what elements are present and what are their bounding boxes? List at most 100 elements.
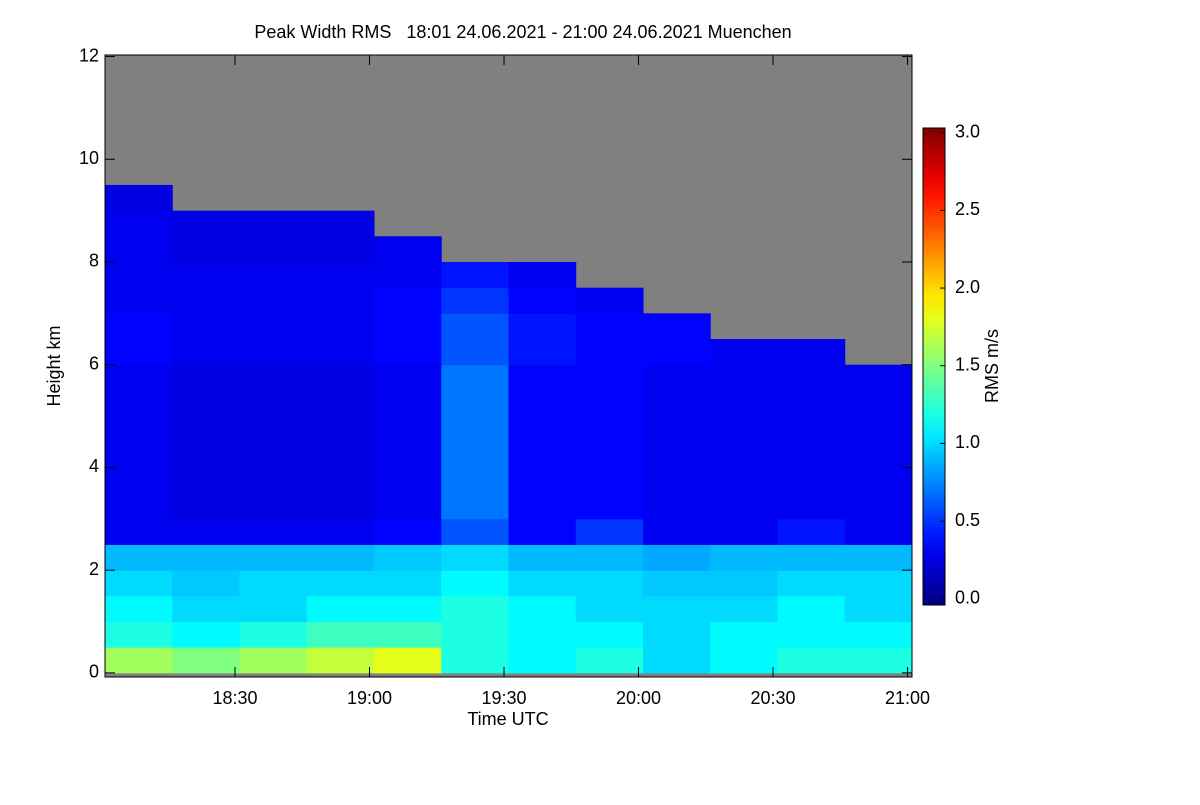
- heatmap-cell: [105, 184, 173, 212]
- heatmap-cell: [508, 544, 577, 571]
- heatmap-cell: [172, 390, 240, 417]
- heatmap-cell: [172, 261, 240, 289]
- heatmap-cell: [575, 467, 644, 494]
- heatmap-cell: [239, 467, 308, 494]
- heatmap-cell: [172, 518, 240, 545]
- colorbar: [922, 127, 946, 606]
- heatmap-cell: [374, 493, 442, 520]
- heatmap-cell: [575, 621, 644, 648]
- heatmap-cell: [374, 261, 442, 289]
- heatmap-cell: [441, 467, 509, 494]
- heatmap-cell: [441, 339, 509, 366]
- heatmap-cell: [508, 467, 577, 494]
- heatmap-cell: [844, 647, 913, 674]
- heatmap-cell: [441, 441, 509, 468]
- heatmap-cell: [508, 647, 577, 674]
- heatmap-cell: [643, 339, 711, 366]
- heatmap-cell: [844, 441, 913, 468]
- heatmap-cell: [575, 416, 644, 443]
- heatmap-cell: [710, 390, 778, 417]
- heatmap-cell: [710, 467, 778, 494]
- heatmap-cell: [172, 416, 240, 443]
- heatmap-cell: [374, 647, 442, 674]
- colorbar-label: RMS m/s: [982, 329, 1002, 403]
- heatmap-cell: [777, 647, 846, 674]
- heatmap-cell: [105, 595, 173, 623]
- heatmap-cell: [643, 467, 711, 494]
- heatmap-cell: [239, 570, 308, 597]
- heatmap-cell: [105, 390, 173, 417]
- heatmap-cell: [844, 467, 913, 494]
- heatmap-cell: [306, 313, 375, 340]
- heatmap-cell: [441, 493, 509, 520]
- heatmap-cell: [374, 313, 442, 340]
- heatmap-cell: [777, 493, 846, 520]
- heatmap-cell: [105, 544, 173, 571]
- heatmap-cell: [575, 339, 644, 366]
- heatmap-cell: [374, 441, 442, 468]
- heatmap-cell: [643, 570, 711, 597]
- heatmap-cell: [575, 287, 644, 314]
- heatmap-cell: [441, 313, 509, 340]
- heatmap-cell: [508, 416, 577, 443]
- heatmap-cell: [441, 647, 509, 674]
- x-tick-label: 19:00: [347, 688, 392, 708]
- heatmap-cell: [306, 570, 375, 597]
- heatmap-cell: [239, 595, 308, 623]
- heatmap-cell: [777, 339, 846, 366]
- heatmap-cell: [508, 441, 577, 468]
- heatmap-cell: [374, 518, 442, 545]
- heatmap-cell: [374, 364, 442, 391]
- heatmap-cell: [643, 416, 711, 443]
- y-tick-label: 0: [89, 662, 99, 682]
- heatmap-cell: [710, 595, 778, 623]
- heatmap-cell: [306, 544, 375, 571]
- heatmap-cell: [374, 570, 442, 597]
- heatmap-cell: [844, 416, 913, 443]
- heatmap-cell: [777, 570, 846, 597]
- x-tick-label: 20:30: [750, 688, 795, 708]
- heatmap-cell: [306, 416, 375, 443]
- y-tick-label: 6: [89, 353, 99, 373]
- heatmap-cell: [172, 467, 240, 494]
- heatmap-cell: [643, 595, 711, 623]
- y-tick-label: 10: [79, 148, 99, 168]
- x-tick-label: 18:30: [212, 688, 257, 708]
- heatmap-cell: [710, 441, 778, 468]
- heatmap-cell: [374, 339, 442, 366]
- y-axis-label: Height km: [44, 325, 64, 406]
- heatmap-cell: [710, 647, 778, 674]
- heatmap-cell: [508, 390, 577, 417]
- heatmap-cell: [508, 313, 577, 340]
- heatmap-cell: [575, 570, 644, 597]
- heatmap-cell: [105, 364, 173, 391]
- heatmap-cell: [172, 339, 240, 366]
- heatmap-cell: [441, 287, 509, 314]
- heatmap-cell: [306, 467, 375, 494]
- heatmap-cell: [239, 390, 308, 417]
- heatmap-cell: [508, 287, 577, 314]
- heatmap-cell: [441, 261, 509, 289]
- heatmap-cell: [172, 313, 240, 340]
- heatmap-cell: [710, 570, 778, 597]
- heatmap-cell: [105, 467, 173, 494]
- chart-title: Peak Width RMS 18:01 24.06.2021 - 21:00 …: [254, 22, 791, 42]
- y-tick-label: 4: [89, 456, 99, 476]
- colorbar-tick-label: 1.5: [955, 354, 980, 374]
- heatmap-cell: [575, 390, 644, 417]
- colorbar-tick-label: 2.0: [955, 277, 980, 297]
- heatmap-cell: [239, 364, 308, 391]
- heatmap-cell: [508, 261, 577, 289]
- heatmap-cell: [306, 621, 375, 648]
- heatmap-cell: [105, 313, 173, 340]
- heatmap-cell: [508, 493, 577, 520]
- heatmap-cell: [172, 364, 240, 391]
- heatmap-cell: [844, 544, 913, 571]
- heatmap-cell: [306, 339, 375, 366]
- heatmap-cell: [643, 518, 711, 545]
- heatmap-cell: [643, 390, 711, 417]
- heatmap-cell: [239, 441, 308, 468]
- heatmap-cell: [643, 441, 711, 468]
